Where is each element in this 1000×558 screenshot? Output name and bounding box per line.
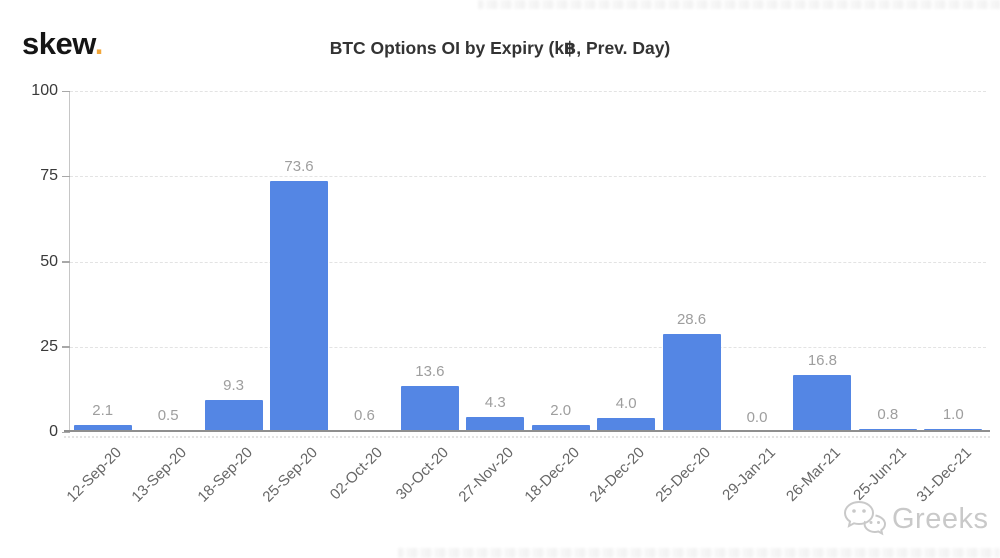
skew-logo-text: skew xyxy=(22,26,95,61)
bar-value-label: 2.1 xyxy=(92,401,114,419)
blurred-overlay-top xyxy=(478,0,1000,9)
skew-logo-dot: . xyxy=(94,26,104,61)
bar-value-label: 0.5 xyxy=(157,407,179,425)
bar-26-Mar-21 xyxy=(793,374,852,432)
gridline-75 xyxy=(70,176,986,178)
x-axis-shadow xyxy=(64,436,990,438)
y-axis-label: 50 xyxy=(40,252,58,270)
bar-24-Dec-20 xyxy=(597,418,656,432)
y-axis-label: 75 xyxy=(40,167,58,185)
bar-value-label: 28.6 xyxy=(676,311,707,329)
bar-value-label: 13.6 xyxy=(415,362,445,380)
y-tick-100 xyxy=(62,90,70,92)
watermark: Greeks xyxy=(842,498,988,540)
bar-25-Sep-20 xyxy=(270,181,328,432)
y-tick-75 xyxy=(62,175,70,178)
y-tick-25 xyxy=(62,346,70,348)
bar-18-Sep-20 xyxy=(204,400,263,432)
y-axis-label: 25 xyxy=(40,337,58,355)
bar-value-label: 9.3 xyxy=(223,377,244,395)
y-tick-50 xyxy=(62,261,70,263)
bar-25-Dec-20 xyxy=(662,334,721,432)
bar-30-Oct-20 xyxy=(400,385,459,432)
bar-value-label: 73.6 xyxy=(284,158,314,176)
bar-value-label: 2.0 xyxy=(550,402,572,420)
bar-27-Nov-20 xyxy=(466,417,525,432)
skew-logo: skew. xyxy=(22,26,103,62)
bar-value-label: 0.0 xyxy=(746,409,768,426)
watermark-label: Greeks xyxy=(892,502,989,535)
gridline-25 xyxy=(70,346,986,348)
bar-value-label: 0.8 xyxy=(877,406,899,424)
blurred-overlay-bottom xyxy=(398,548,1000,558)
plot-area: 0 25 50 75 100 2.1 12-Sep-20 0.5 13-Sep-20 9.3 18-… xyxy=(31,82,986,506)
bar-value-label: 1.0 xyxy=(942,405,964,423)
bar-value-label: 16.8 xyxy=(807,351,838,369)
bar-18-Dec-20 xyxy=(531,425,590,432)
bar-value-label: 4.3 xyxy=(484,394,506,412)
x-axis-line xyxy=(64,430,990,432)
wechat-icon xyxy=(842,498,888,540)
bar-value-label: 0.6 xyxy=(353,406,375,424)
chart-title: BTC Options OI by Expiry (k฿, Prev. Day) xyxy=(329,38,671,58)
gridline-100 xyxy=(70,91,986,92)
y-tick-0 xyxy=(62,431,70,433)
bar-12-Sep-20 xyxy=(73,424,132,432)
y-axis-label: 0 xyxy=(49,423,58,440)
gridline-50 xyxy=(70,261,986,263)
bar-value-label: 4.0 xyxy=(615,395,637,413)
y-axis-label: 100 xyxy=(31,82,58,99)
